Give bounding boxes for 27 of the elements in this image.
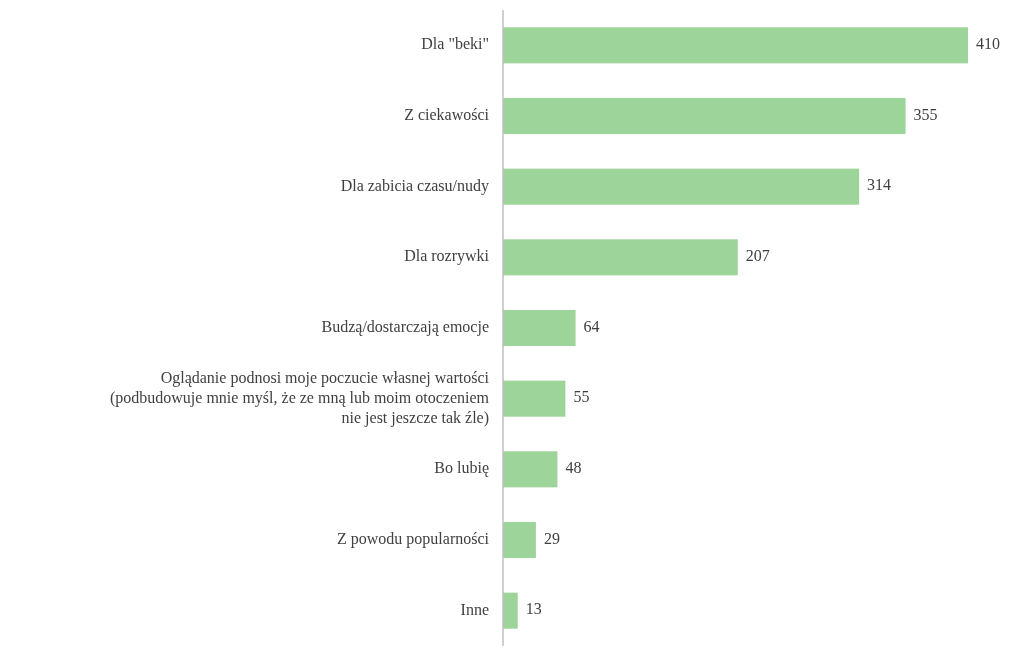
y-tick-label: Z powodu popularności <box>337 529 490 548</box>
y-tick-label: Budzą/dostarczają emocje <box>321 317 489 336</box>
data-label: 55 <box>573 388 590 406</box>
bar <box>503 27 968 64</box>
bar <box>503 239 738 276</box>
bar <box>503 380 566 417</box>
data-label: 314 <box>867 176 892 194</box>
y-tick-label: Bo lubię <box>434 459 489 478</box>
data-label: 29 <box>543 529 560 547</box>
bar <box>503 451 558 488</box>
y-tick-label: Dla zabicia czasu/nudy <box>340 176 489 195</box>
y-tick-label: Z ciekawości <box>404 105 490 123</box>
data-label: 64 <box>583 317 600 335</box>
data-label: 355 <box>913 105 938 123</box>
y-tick-label: Dla "beki" <box>421 35 489 53</box>
y-tick-label: Dla rozrywki <box>404 247 490 266</box>
bar <box>503 592 518 629</box>
bar <box>503 309 576 347</box>
bar <box>503 168 860 205</box>
data-label: 410 <box>976 35 1000 53</box>
data-label: 48 <box>565 459 582 477</box>
y-tick-label: Oglądanie podnosi moje poczucie własnej wartości (podbudowuje mnie myśl, że ze mną lub moim otoczeniem nie jest jeszcze tak źle) <box>109 368 490 427</box>
y-tick-label: Inne <box>460 600 489 618</box>
bar <box>503 97 906 135</box>
data-label: 13 <box>525 600 542 618</box>
bar <box>503 521 536 559</box>
data-label: 207 <box>745 247 770 265</box>
